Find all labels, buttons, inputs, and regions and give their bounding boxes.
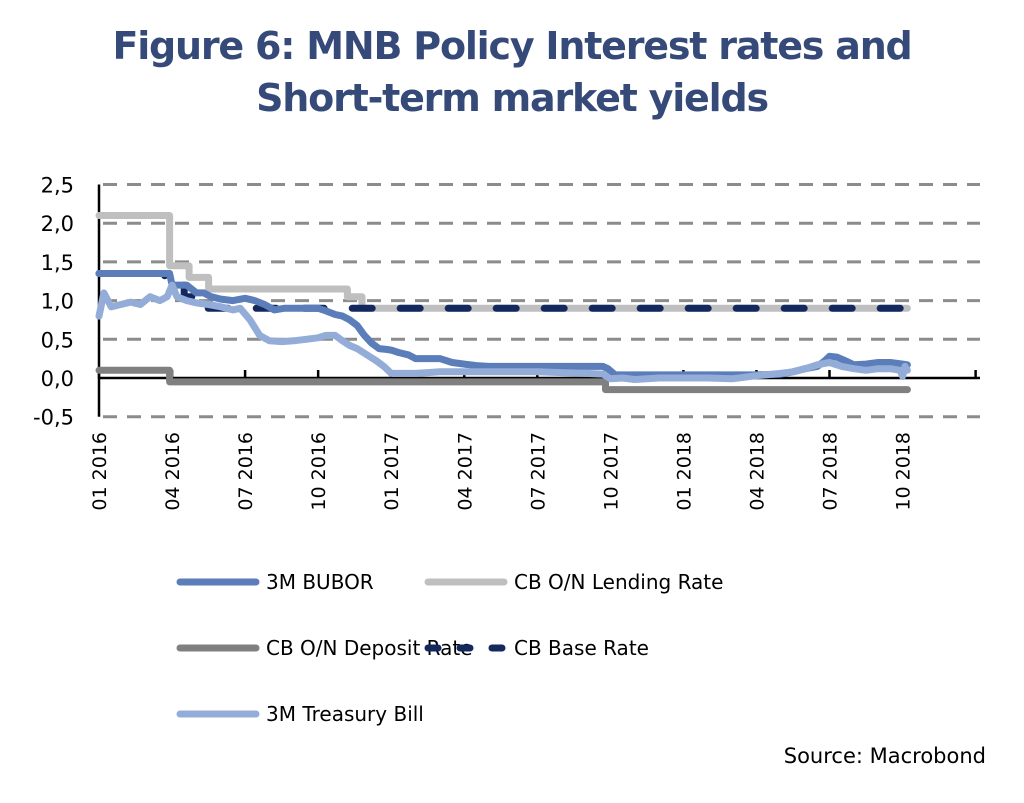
y-tick-label: 0,5 [41, 328, 74, 352]
x-tick-label: 01 2016 [89, 432, 111, 511]
y-tick-label: 0,0 [41, 367, 74, 391]
legend-item-cb-o-n-lending-rate: CB O/N Lending Rate [424, 570, 723, 594]
x-tick-label: 07 2016 [235, 432, 257, 511]
y-tick-label: 1,5 [41, 251, 74, 275]
x-tick-label: 04 2017 [454, 432, 476, 511]
series-line-3m-treasury-bill [95, 281, 911, 383]
gridlines [103, 183, 980, 419]
legend: 3M BUBOR CB O/N Lending Rate CB O/N Deposi… [176, 570, 723, 726]
x-tick-label: 07 2018 [820, 432, 842, 511]
source-note: Source: Macrobond [783, 744, 986, 768]
x-tick-label: 04 2018 [746, 432, 768, 511]
legend-item-3m-bubor: 3M BUBOR [176, 570, 374, 594]
y-tick-label: 1,0 [41, 290, 74, 314]
legend-label: 3M BUBOR [266, 570, 374, 594]
legend-label: CB O/N Deposit Rate [266, 636, 473, 660]
chart-title-line-2: Short-term market yields [256, 76, 769, 120]
series-line-cb-o-n-deposit-rate [95, 366, 911, 394]
legend-item-cb-base-rate: CB Base Rate [424, 636, 649, 660]
series-line-cb-o-n-lending-rate [95, 212, 911, 312]
chart-title-line-1: Figure 6: MNB Policy Interest rates and [112, 24, 912, 68]
x-tick-label: 07 2017 [527, 432, 549, 511]
x-tick-label: 01 2018 [673, 432, 695, 511]
legend-item-3m-treasury-bill: 3M Treasury Bill [176, 702, 424, 726]
x-tick-label: 01 2017 [381, 432, 403, 511]
series-lines [95, 212, 911, 394]
x-tick-labels: 01 2016 04 2016 07 2016 10 2016 01 2017 04 20… [89, 432, 915, 511]
y-tick-label: 2,0 [41, 212, 74, 236]
chart-title: Figure 6: MNB Policy Interest rates and … [0, 20, 1024, 124]
x-tick-label: 10 2017 [600, 432, 622, 511]
x-tick-label: 04 2016 [162, 432, 184, 511]
y-tick-labels: -0,5 0,0 0,5 1,0 1,5 2,0 2,5 [33, 174, 74, 430]
legend-label: CB Base Rate [514, 636, 649, 660]
y-tick-label: -0,5 [33, 406, 74, 430]
legend-label: CB O/N Lending Rate [514, 570, 723, 594]
x-tick-label: 10 2016 [308, 432, 330, 511]
legend-label: 3M Treasury Bill [266, 702, 424, 726]
y-tick-label: 2,5 [41, 174, 74, 198]
x-tick-label: 10 2018 [893, 432, 915, 511]
